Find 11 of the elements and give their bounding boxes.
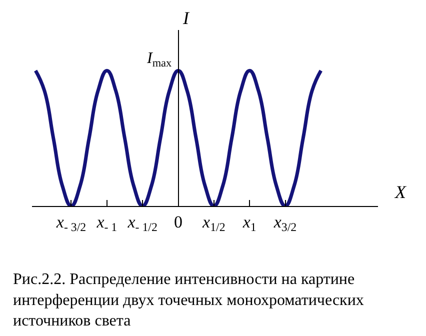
y-axis-title: I [182, 8, 190, 28]
x-tick-label: x$_{3/2}$ [272, 212, 297, 234]
text: Рис.2.2. Распределение интенсивности на картине интерференции двух точечных монохроматических источников света [13, 271, 364, 330]
x-tick-label: x$_{- 3/2}$ [55, 212, 86, 234]
x-tick-label: x$_{1}$ [242, 212, 256, 234]
x-tick-label: 0 [174, 212, 182, 232]
x-tick-label: x$_{1/2}$ [202, 212, 226, 234]
x-tick-label: x$_{- 1}$ [96, 212, 118, 234]
x-tick-label: x$_{- 1/2}$ [126, 212, 158, 234]
x-axis-title: X [394, 182, 407, 202]
annotation: I$_{max}$ [146, 50, 172, 70]
